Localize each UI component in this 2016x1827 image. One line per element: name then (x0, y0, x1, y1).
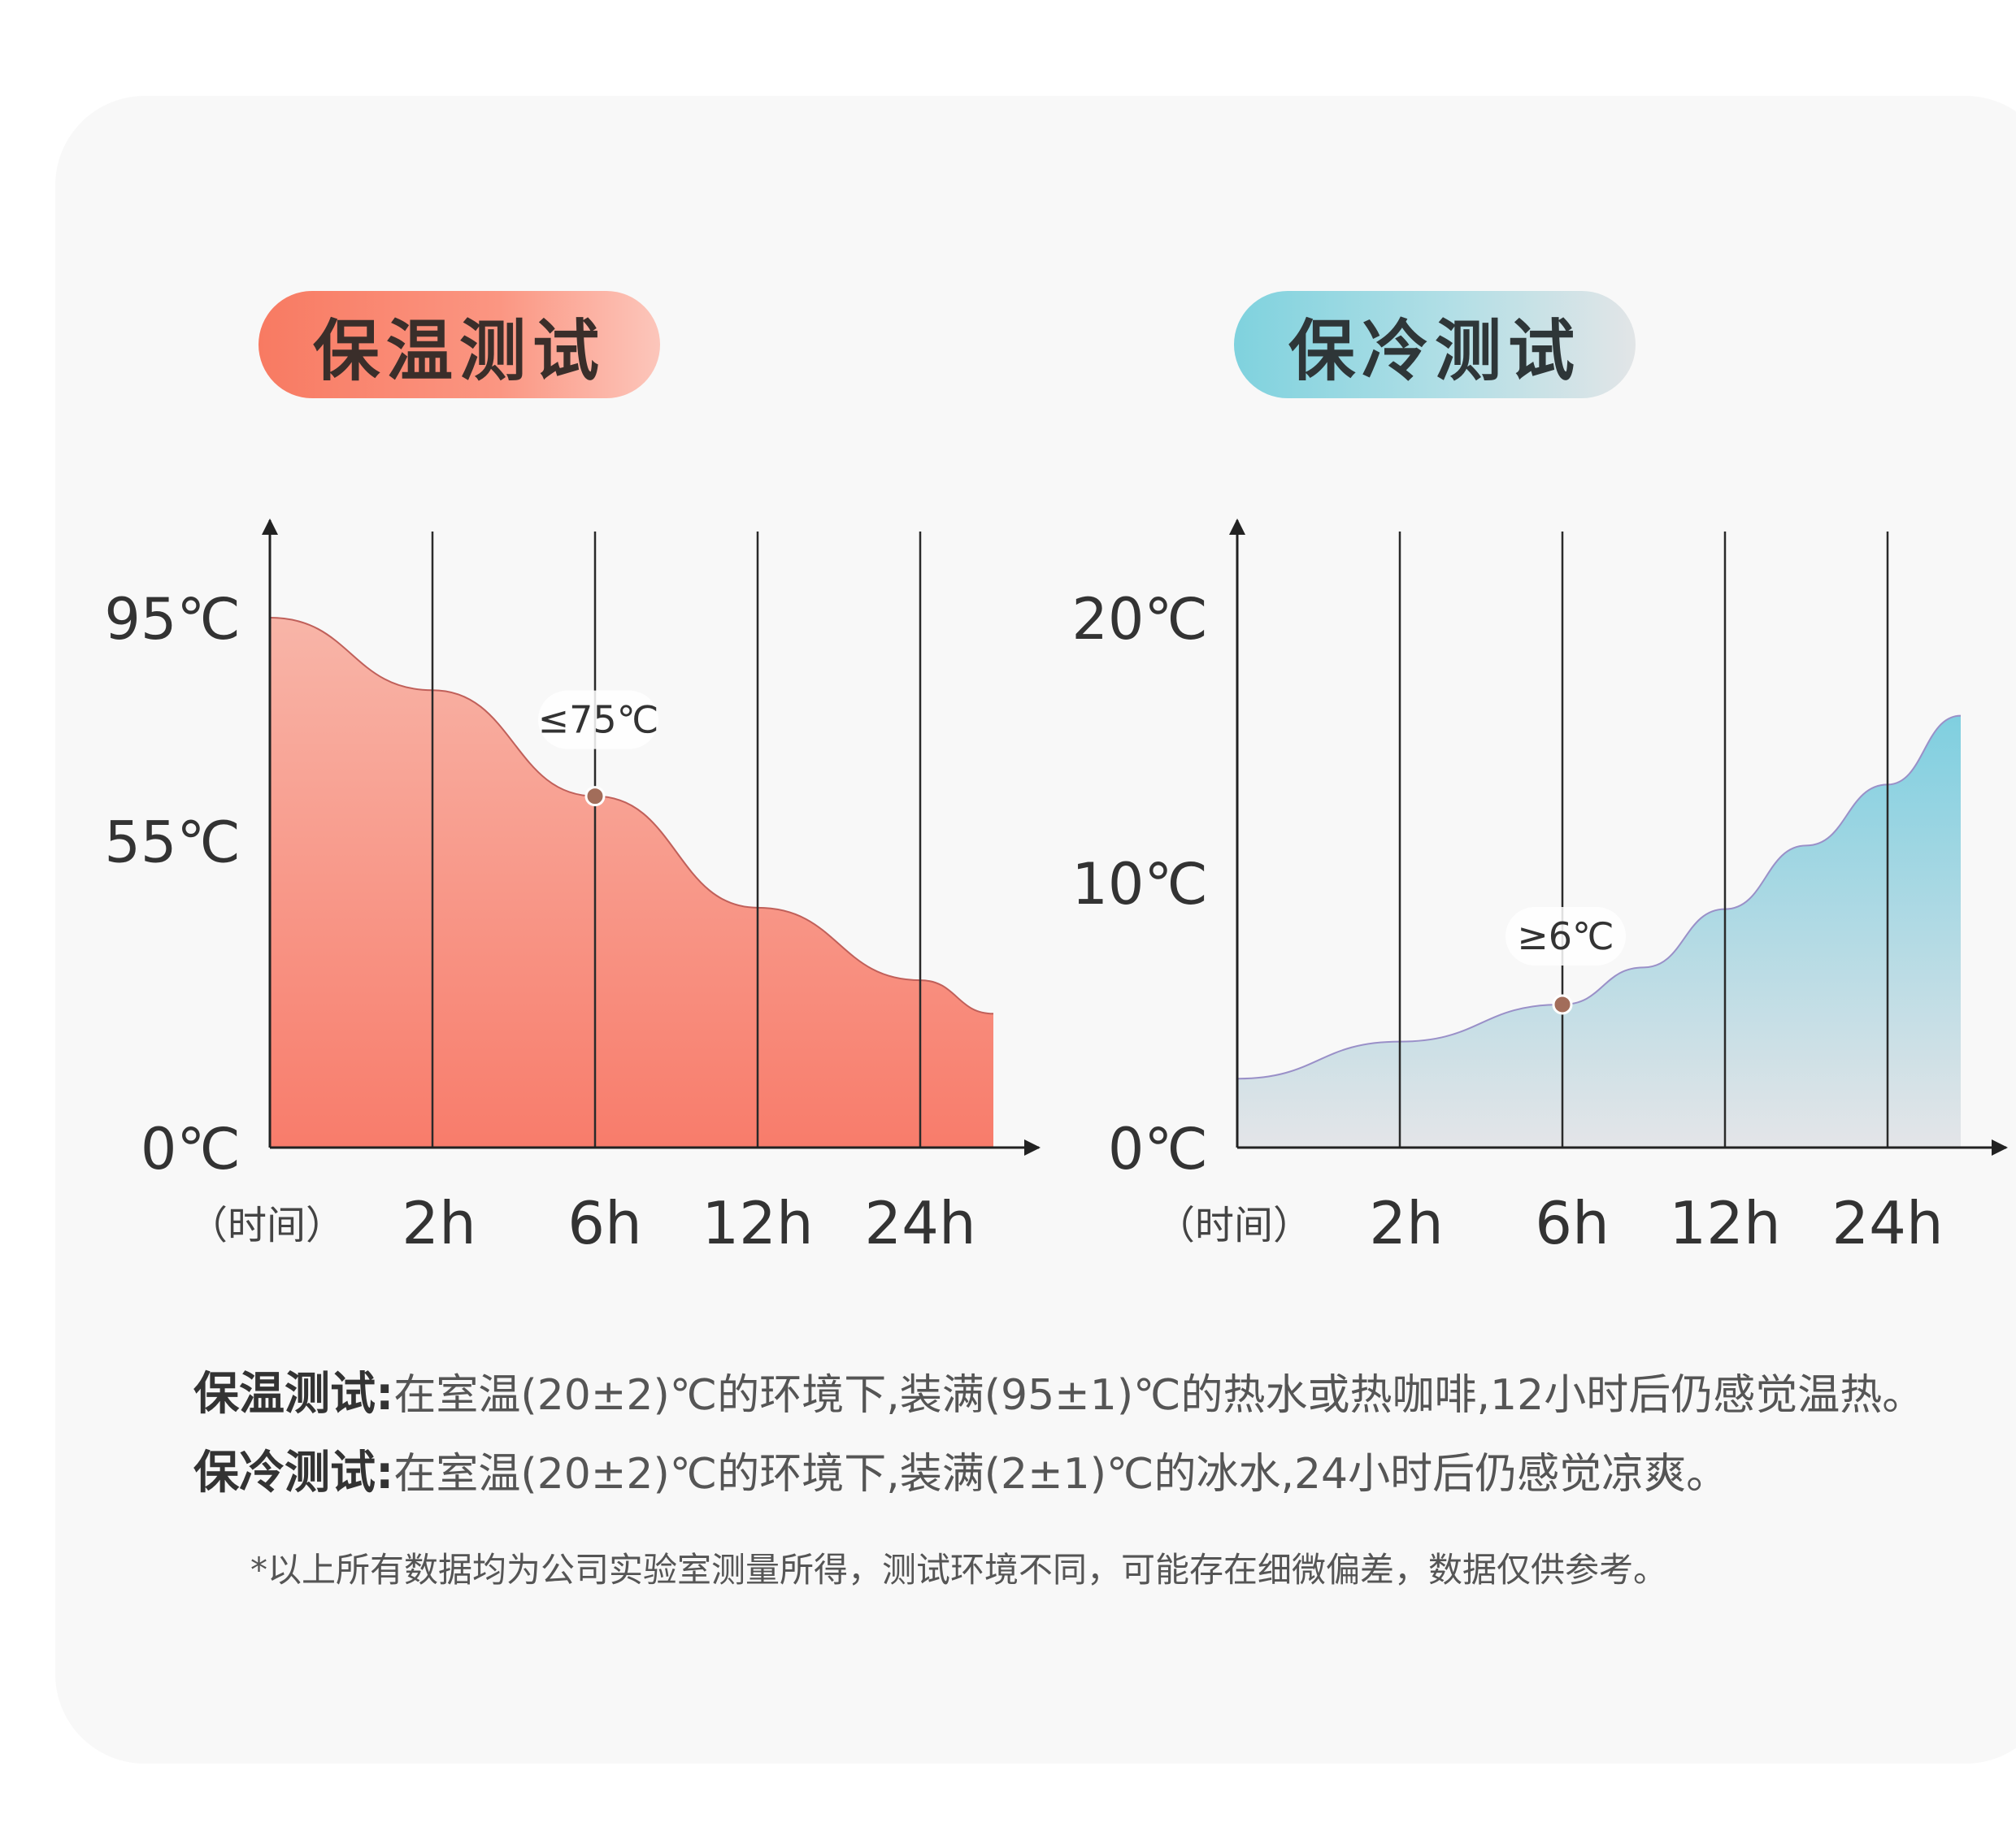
cold-x-tick-label-12h: 12h (1669, 1189, 1780, 1257)
heat-x-tick-label-24h: 24h (864, 1189, 975, 1257)
note-cold-label: 保冷测试: (193, 1447, 394, 1499)
heat-x-tick-label-2h: 2h (402, 1189, 476, 1257)
cold-y-tick-label-0: 20℃ (1071, 586, 1208, 653)
disclaimer-footnote: *以上所有数据均为公司实验室测量所得，测试环境不同，可能存在细微偏差，数据仅供参… (250, 1550, 1668, 1590)
heat-x-tick-label-6h: 6h (567, 1189, 641, 1257)
heat-y-axis-arrow (262, 519, 278, 535)
heat-y-tick-label-2: 0℃ (141, 1116, 241, 1183)
heat-annotation-bubble (538, 690, 658, 749)
note-heat: 保温测试:在室温(20±2)℃的环境下,装满(95±1)℃的热水或热咖啡,12小… (193, 1356, 1998, 1434)
heat-x-axis-label: （时间） (189, 1203, 345, 1248)
heat-y-tick-label-1: 55℃ (104, 809, 241, 876)
cold-y-axis-arrow (1229, 519, 1245, 535)
heat-x-axis-arrow (1024, 1139, 1041, 1156)
cold-annotation-bubble (1505, 906, 1626, 966)
heat-annotation-marker (584, 786, 606, 807)
cold-x-tick-label-24h: 24h (1831, 1189, 1943, 1257)
cold-x-tick-label-2h: 2h (1369, 1189, 1443, 1257)
heat-x-tick-label-12h: 12h (702, 1189, 813, 1257)
cold-annotation-label: ≥6℃ (1517, 914, 1614, 958)
test-notes: 保温测试:在室温(20±2)℃的环境下,装满(95±1)℃的热水或热咖啡,12小… (193, 1356, 1998, 1513)
cold-test-title-pill: 保冷测试 (1234, 291, 1636, 398)
cold-x-axis-label: （时间） (1156, 1203, 1312, 1248)
cold-x-axis-arrow (1992, 1139, 2008, 1156)
cold-annotation-marker (1552, 994, 1573, 1015)
cold-area-fill (1237, 715, 1961, 1148)
note-cold-text: 在室温(20±2)℃的环境下,装满(2±1)℃的冰水,24小时后仍感觉凉爽。 (393, 1450, 1729, 1499)
cold-x-tick-label-6h: 6h (1535, 1189, 1609, 1257)
note-cold: 保冷测试:在室温(20±2)℃的环境下,装满(2±1)℃的冰水,24小时后仍感觉… (193, 1434, 1998, 1513)
heat-series-line (269, 617, 994, 1015)
heat-test-title-pill: 保温测试 (259, 291, 660, 398)
note-heat-label: 保温测试: (193, 1368, 394, 1421)
heat-area-fill (270, 618, 993, 1148)
note-heat-text: 在室温(20±2)℃的环境下,装满(95±1)℃的热水或热咖啡,12小时后仍感觉… (393, 1371, 1925, 1420)
cold-y-tick-label-1: 10℃ (1071, 851, 1208, 918)
cold-y-tick-label-2: 0℃ (1108, 1116, 1208, 1183)
heat-annotation-label: ≤75℃ (538, 698, 659, 742)
heat-y-tick-label-0: 95℃ (104, 586, 241, 653)
cold-series-line (1236, 714, 1962, 1080)
